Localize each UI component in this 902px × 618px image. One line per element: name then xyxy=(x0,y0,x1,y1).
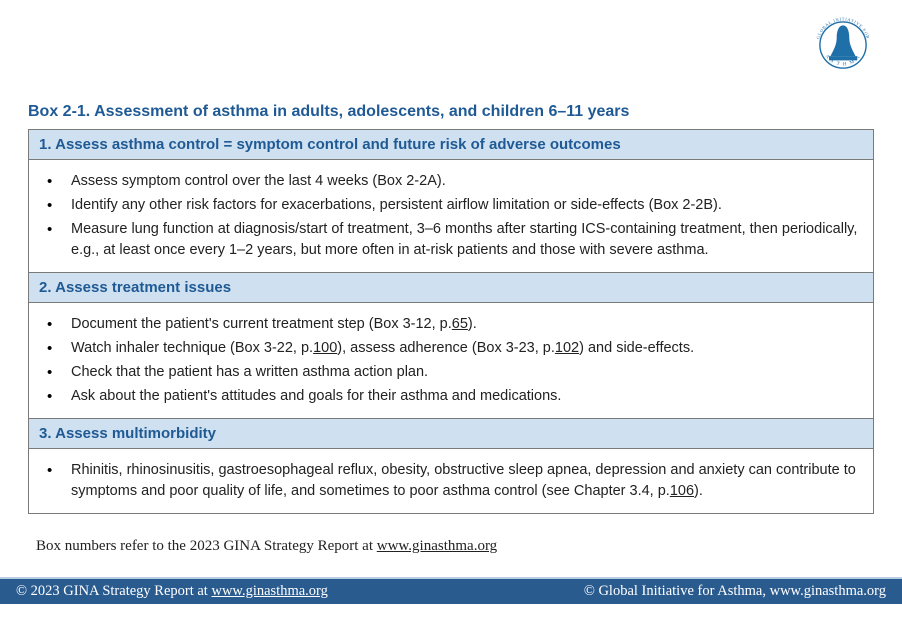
footnote-link[interactable]: www.ginasthma.org xyxy=(377,538,497,554)
section-header: 2. Assess treatment issues xyxy=(29,273,874,303)
section-body: Rhinitis, rhinosinusitis, gastroesophage… xyxy=(29,449,874,514)
page-container: GLOBAL INITIATIVE FOR A S T H M A Box 2-… xyxy=(0,0,902,618)
list-item: Rhinitis, rhinosinusitis, gastroesophage… xyxy=(43,460,863,502)
footnote: Box numbers refer to the 2023 GINA Strat… xyxy=(36,538,874,555)
list-item: Assess symptom control over the last 4 w… xyxy=(43,171,863,192)
section-body: Document the patient's current treatment… xyxy=(29,303,874,419)
list-item: Measure lung function at diagnosis/start… xyxy=(43,219,863,261)
box-title: Box 2-1. Assessment of asthma in adults,… xyxy=(28,103,874,121)
list-item: Check that the patient has a written ast… xyxy=(43,362,863,383)
footer-left: © 2023 GINA Strategy Report at www.ginas… xyxy=(16,583,328,600)
list-item: Identify any other risk factors for exac… xyxy=(43,195,863,216)
assessment-table: 1. Assess asthma control = symptom contr… xyxy=(28,129,874,514)
section-body: Assess symptom control over the last 4 w… xyxy=(29,160,874,273)
list-item: Ask about the patient's attitudes and go… xyxy=(43,386,863,407)
section-header: 1. Assess asthma control = symptom contr… xyxy=(29,130,874,160)
section-header: 3. Assess multimorbidity xyxy=(29,419,874,449)
footnote-text: Box numbers refer to the 2023 GINA Strat… xyxy=(36,538,377,554)
gina-logo: GLOBAL INITIATIVE FOR A S T H M A xyxy=(808,10,878,80)
footer-bar: © 2023 GINA Strategy Report at www.ginas… xyxy=(0,577,902,604)
footer-right: © Global Initiative for Asthma, www.gina… xyxy=(584,583,886,600)
gina-logo-svg: GLOBAL INITIATIVE FOR A S T H M A xyxy=(808,10,878,80)
footer-left-link[interactable]: www.ginasthma.org xyxy=(211,583,327,599)
list-item: Document the patient's current treatment… xyxy=(43,314,863,335)
footer-left-prefix: © 2023 GINA Strategy Report at xyxy=(16,583,211,599)
list-item: Watch inhaler technique (Box 3-22, p.100… xyxy=(43,338,863,359)
